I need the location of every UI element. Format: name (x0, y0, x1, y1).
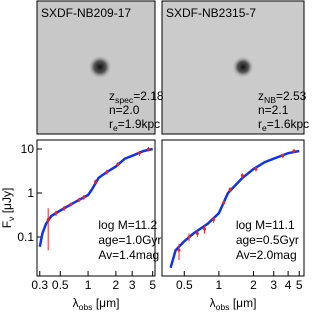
data-point (137, 151, 141, 155)
y-axis-label: Fν [μJy] (0, 188, 16, 229)
galaxy (232, 56, 254, 78)
x-axis-label-rest: [μm] (92, 296, 119, 310)
data-point (203, 227, 207, 231)
x-axis-label-rest: [μm] (229, 296, 256, 310)
y-axis-label-sub: ν (6, 217, 16, 221)
data-point (281, 154, 285, 158)
data-point (187, 235, 191, 239)
annotation: age=1.0Gyr (98, 233, 161, 247)
x-tick-label: 3 (270, 278, 277, 292)
panel-title: SXDF-NB209-17 (41, 6, 131, 20)
model-line (169, 149, 300, 269)
x-axis-label-base: λ (73, 296, 79, 310)
panel-note: n=2.1 (258, 103, 289, 117)
panel-note-sub: e (262, 123, 267, 133)
x-tick-label: 1 (85, 278, 92, 292)
data-point (222, 201, 226, 205)
data-point (46, 217, 50, 221)
data-point (77, 198, 81, 202)
annotation: Av=2.0mag (236, 248, 297, 262)
panel-note-base: n=2.0 (109, 103, 140, 117)
panel-note-sub: e (113, 123, 118, 133)
x-tick-label: 5 (296, 278, 303, 292)
x-axis-label: λobs [μm] (73, 296, 120, 312)
data-point (116, 162, 120, 166)
x-axis-label-sub: obs (79, 302, 93, 312)
panel-note-sub: spec (115, 95, 134, 105)
panel-title: SXDF-NB2315-7 (166, 6, 256, 20)
data-point (195, 232, 199, 236)
x-tick-label: 5 (149, 278, 156, 292)
annotation: Av=1.4mag (98, 248, 159, 262)
annotation: age=0.5Gyr (236, 233, 299, 247)
x-tick-label: 2 (250, 278, 257, 292)
y-tick-label: 1 (27, 186, 34, 200)
panel-note: n=2.0 (109, 103, 140, 117)
panel-note: zspec=2.18 (109, 89, 164, 105)
data-point (54, 211, 58, 215)
data-point (105, 170, 109, 174)
annotation: log M=11.1 (236, 218, 295, 232)
data-point (228, 188, 232, 192)
data-point (177, 248, 181, 252)
plot-frame (161, 139, 305, 277)
x-tick-label: 0.5 (52, 278, 69, 292)
plot-frame (36, 139, 156, 277)
panel-note-rest: =2.18 (133, 89, 164, 103)
data-point (69, 202, 73, 206)
data-point (82, 195, 86, 199)
y-tick-label: 10 (21, 142, 35, 156)
data-point (254, 167, 258, 171)
data-point (240, 173, 244, 177)
data-point (62, 206, 66, 210)
data-point (292, 149, 296, 153)
x-axis-label-sub: obs (216, 302, 230, 312)
x-tick-label: 1 (216, 278, 223, 292)
y-axis-label-base: F (0, 221, 14, 228)
panel-note-rest: =2.53 (276, 89, 307, 103)
y-axis-label-rest: [μJy] (0, 188, 14, 217)
x-axis-label-base: λ (210, 296, 216, 310)
panel-note-base: r (258, 117, 262, 131)
x-tick-label: 2 (113, 278, 120, 292)
panel-note: re=1.6kpc (258, 117, 309, 133)
panel-note: re=1.9kpc (109, 117, 160, 133)
panel-note-rest: =1.9kpc (118, 117, 160, 131)
x-tick-label: 0.5 (176, 278, 193, 292)
x-tick-label: 0.3 (31, 278, 48, 292)
x-tick-label: 4 (285, 278, 292, 292)
x-axis-label: λobs [μm] (210, 296, 257, 312)
annotation: log M=11.2 (98, 218, 157, 232)
panel-note-base: r (109, 117, 113, 131)
panel-note-base: z (258, 89, 264, 103)
galaxy (88, 55, 112, 79)
y-tick-label: 0.1 (17, 230, 34, 244)
data-point (212, 217, 216, 221)
panel-note-base: z (109, 89, 115, 103)
data-point (93, 180, 97, 184)
data-point (146, 147, 150, 151)
x-tick-label: 3 (129, 278, 136, 292)
panel-note-base: n=2.1 (258, 103, 289, 117)
panel-note-sub: NB (264, 95, 276, 105)
panel-note: zNB=2.53 (258, 89, 307, 105)
panel-note-rest: =1.6kpc (267, 117, 309, 131)
